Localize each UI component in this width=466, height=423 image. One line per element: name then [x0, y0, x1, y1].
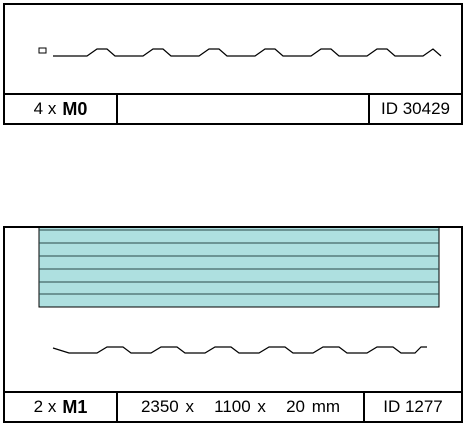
- quantity-cell: 2 x M1: [5, 393, 118, 421]
- profile-end-marker: [38, 47, 47, 54]
- profile-drawing-m0: [38, 47, 442, 57]
- quantity-label: 2 x: [33, 397, 57, 416]
- dimensions-cell: 2350 x 1100 x 20 mm: [118, 393, 365, 421]
- part-card-m0: 4 x M0 ID 30429: [3, 3, 463, 125]
- id-label: ID 30429: [381, 99, 450, 118]
- panel-profile-line: [52, 346, 427, 354]
- part-info-bar: 4 x M0 ID 30429: [5, 93, 461, 123]
- id-cell: ID 30429: [370, 95, 461, 123]
- dimensions-cell: [118, 95, 370, 123]
- id-label: ID 1277: [383, 397, 443, 416]
- panel-stripes: [39, 229, 439, 295]
- panel-drawing-m1: [38, 228, 440, 354]
- part-code: M0: [62, 98, 88, 119]
- quantity-label: 4 x: [33, 99, 57, 118]
- part-code: M1: [62, 396, 88, 417]
- dimensions-label: 2350 x 1100 x 20 mm: [140, 397, 341, 416]
- id-cell: ID 1277: [365, 393, 461, 421]
- quantity-cell: 4 x M0: [5, 95, 118, 123]
- part-card-m1: 2 x M1 2350 x 1100 x 20 mm ID 1277: [3, 226, 463, 423]
- panel-sheet: [38, 228, 440, 308]
- part-info-bar: 2 x M1 2350 x 1100 x 20 mm ID 1277: [5, 391, 461, 421]
- corrugated-profile-line: [53, 48, 442, 57]
- panel-sheet-fill: [38, 228, 440, 308]
